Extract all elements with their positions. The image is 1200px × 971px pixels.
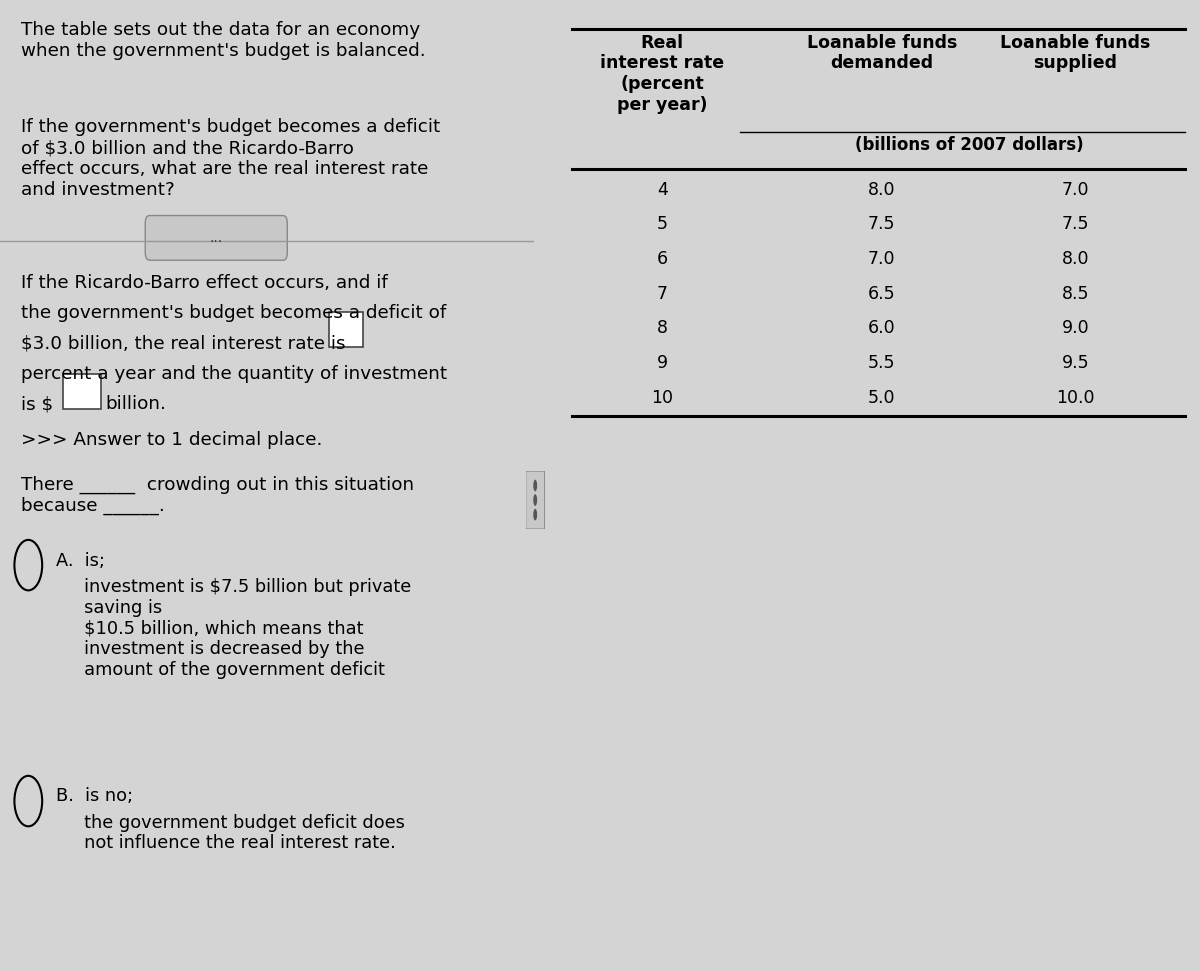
Text: 9: 9 [656,353,667,372]
FancyBboxPatch shape [526,471,545,529]
Text: There ______  crowding out in this situation
because ______.: There ______ crowding out in this situat… [22,476,414,516]
Text: $3.0 billion, the real interest rate is: $3.0 billion, the real interest rate is [22,334,346,352]
Text: 7.0: 7.0 [868,250,895,268]
Text: 7.5: 7.5 [1062,216,1090,233]
Text: is $: is $ [22,395,54,414]
Text: 8: 8 [656,319,667,337]
Text: Loanable funds
supplied: Loanable funds supplied [1001,34,1151,72]
Text: the government budget deficit does
     not influence the real interest rate.: the government budget deficit does not i… [56,814,404,853]
Text: If the government's budget becomes a deficit
of $3.0 billion and the Ricardo-Bar: If the government's budget becomes a def… [22,118,440,199]
FancyBboxPatch shape [145,216,287,260]
Text: 9.5: 9.5 [1062,353,1090,372]
Text: 8.0: 8.0 [1062,250,1090,268]
Text: A.  is;: A. is; [56,552,106,570]
Text: billion.: billion. [106,395,166,414]
Text: Real
interest rate
(percent
per year): Real interest rate (percent per year) [600,34,725,114]
Text: B.  is no;: B. is no; [56,787,133,806]
Text: >>> Answer to 1 decimal place.: >>> Answer to 1 decimal place. [22,431,323,450]
Text: If the Ricardo-Barro effect occurs, and if: If the Ricardo-Barro effect occurs, and … [22,274,388,292]
FancyBboxPatch shape [64,374,102,409]
Text: 6.0: 6.0 [868,319,895,337]
Text: ...: ... [210,231,223,245]
Text: 10.0: 10.0 [1056,388,1094,407]
Text: 5.5: 5.5 [868,353,895,372]
Circle shape [533,480,538,491]
Text: 10: 10 [652,388,673,407]
Text: 8.0: 8.0 [868,181,895,199]
Text: 7: 7 [656,285,667,303]
Text: 5: 5 [656,216,667,233]
Text: 7.5: 7.5 [868,216,895,233]
Text: The table sets out the data for an economy
when the government's budget is balan: The table sets out the data for an econo… [22,21,426,60]
Text: 6: 6 [656,250,667,268]
Text: 7.0: 7.0 [1062,181,1090,199]
Text: 6.5: 6.5 [868,285,895,303]
Text: 4: 4 [656,181,667,199]
Circle shape [533,509,538,520]
FancyBboxPatch shape [329,312,364,347]
Text: Loanable funds
demanded: Loanable funds demanded [806,34,956,72]
Text: investment is $7.5 billion but private
     saving is
     $10.5 billion, which : investment is $7.5 billion but private s… [56,578,412,679]
Text: 8.5: 8.5 [1062,285,1090,303]
Text: (billions of 2007 dollars): (billions of 2007 dollars) [854,136,1084,154]
Text: the government's budget becomes a deficit of: the government's budget becomes a defici… [22,304,446,322]
Text: 9.0: 9.0 [1062,319,1090,337]
Circle shape [533,494,538,506]
Text: percent a year and the quantity of investment: percent a year and the quantity of inves… [22,365,448,384]
Text: 5.0: 5.0 [868,388,895,407]
